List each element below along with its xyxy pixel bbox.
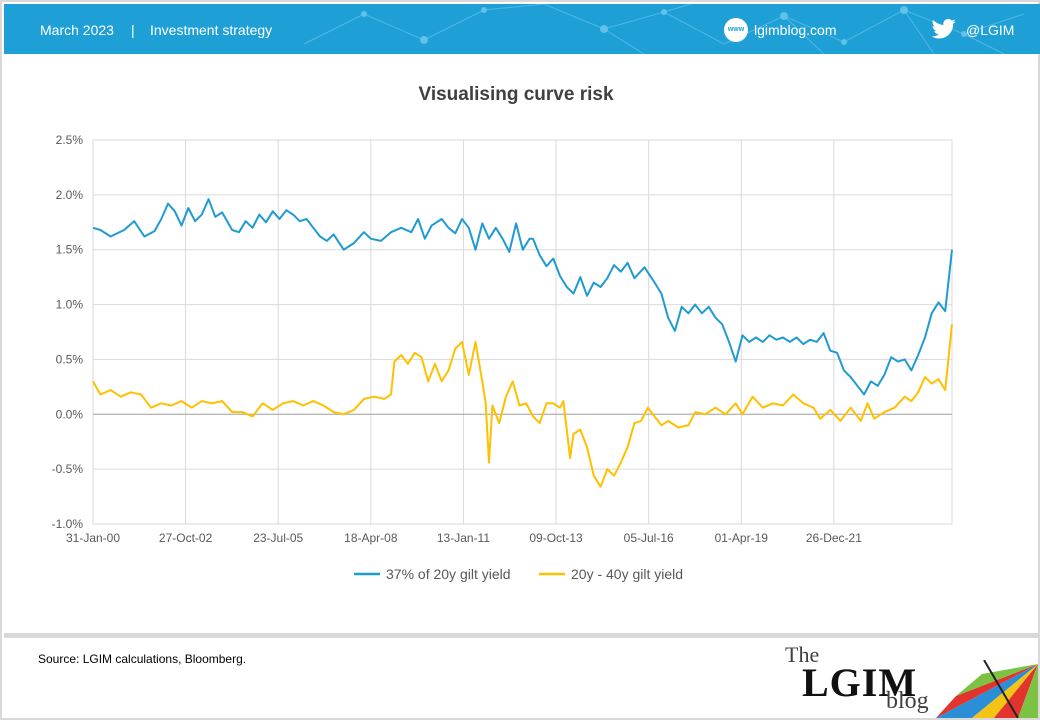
y-tick-label: -0.5% bbox=[52, 462, 84, 476]
vertical-gridlines bbox=[92, 140, 953, 524]
x-tick-label: 23-Jul-05 bbox=[253, 531, 303, 545]
header-bar: March 2023 | Investment strategy www lgi… bbox=[4, 4, 1040, 54]
horizontal-gridlines bbox=[93, 139, 952, 525]
y-tick-label: 0.5% bbox=[56, 352, 84, 366]
y-tick-label: 1.5% bbox=[56, 243, 84, 257]
x-tick-label: 09-Oct-13 bbox=[529, 531, 583, 545]
y-axis-tick-labels: 2.5% 2.0% 1.5% 1.0% 0.5% 0.0% -0.5% -1.0% bbox=[52, 133, 84, 531]
x-tick-label: 26-Dec-21 bbox=[806, 531, 862, 545]
x-tick-label: 31-Jan-00 bbox=[66, 531, 120, 545]
legend-label: 37% of 20y gilt yield bbox=[386, 566, 511, 582]
twitter-handle[interactable]: @LGIM bbox=[966, 22, 1015, 38]
series-lines bbox=[92, 198, 953, 488]
website-icon: www bbox=[724, 18, 748, 42]
header-separator: | bbox=[131, 22, 135, 38]
y-tick-label: -1.0% bbox=[52, 517, 84, 531]
x-tick-label: 05-Jul-16 bbox=[624, 531, 674, 545]
report-date: March 2023 bbox=[40, 22, 114, 38]
series-line-20y-gilt-yield bbox=[92, 198, 953, 396]
y-tick-label: 1.0% bbox=[56, 298, 84, 312]
umbrella-logo-icon bbox=[936, 660, 1038, 718]
y-tick-label: 2.5% bbox=[56, 133, 84, 147]
chart-title: Visualising curve risk bbox=[418, 84, 614, 105]
x-tick-label: 27-Oct-02 bbox=[159, 531, 213, 545]
twitter-bird-icon[interactable] bbox=[932, 19, 956, 39]
legend: 37% of 20y gilt yield 20y - 40y gilt yiel… bbox=[354, 566, 683, 582]
logo-the-text: The bbox=[785, 642, 820, 667]
x-axis-tick-labels: 31-Jan-00 27-Oct-02 23-Jul-05 18-Apr-08 13-J… bbox=[66, 531, 862, 545]
y-tick-label: 0.0% bbox=[56, 407, 84, 421]
logo-lgim-text: LGIM bbox=[802, 660, 918, 705]
source-note: Source: LGIM calculations, Bloomberg. bbox=[38, 652, 247, 666]
line-chart: 2.5% 2.0% 1.5% 1.0% 0.5% 0.0% -0.5% -1.0% 31-Ja… bbox=[52, 133, 953, 582]
x-tick-label: 13-Jan-11 bbox=[437, 531, 490, 545]
website-link[interactable]: lgimblog.com bbox=[754, 22, 837, 38]
section-title: Investment strategy bbox=[150, 22, 273, 38]
series-line-20y-40y-spread bbox=[92, 324, 953, 488]
logo-blog-text: blog bbox=[886, 688, 929, 714]
footer-divider bbox=[4, 633, 1040, 638]
legend-label: 20y - 40y gilt yield bbox=[571, 566, 683, 582]
y-tick-label: 2.0% bbox=[56, 188, 84, 202]
x-tick-label: 01-Apr-19 bbox=[715, 531, 769, 545]
x-tick-label: 18-Apr-08 bbox=[344, 531, 398, 545]
